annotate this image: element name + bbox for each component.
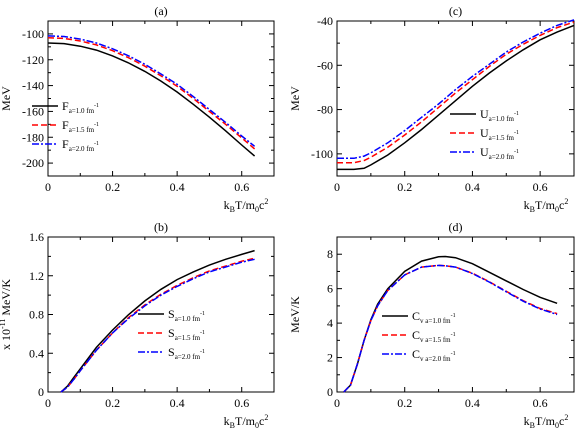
panel-a-ytick-label: -100 bbox=[22, 27, 44, 41]
panel-a-ytick-label: -140 bbox=[22, 79, 44, 93]
panel-a-xtick-label: 0.2 bbox=[105, 180, 120, 194]
panel-a-series-1-line bbox=[47, 42, 256, 157]
panel-b-title: (b) bbox=[154, 220, 168, 234]
panel-b-ytick-label: 0.8 bbox=[29, 308, 44, 322]
panel-b-ylabel: x 10-11 MeV/K bbox=[0, 279, 13, 350]
panel-c-legend-entry-3: Ua=2.0 fm-1 bbox=[480, 145, 519, 161]
panel-a-xtick-label: 0.4 bbox=[170, 180, 185, 194]
panel-d-legend-entry-1: Cv a=1.0 fm-1 bbox=[412, 309, 456, 325]
panel-a-ytick-label: -200 bbox=[22, 156, 44, 170]
panel-b-xtick-label: 0.6 bbox=[234, 396, 249, 410]
panel-c-series-1-line bbox=[337, 24, 575, 171]
panel-c-title: (c) bbox=[449, 4, 462, 18]
panel-a-ytick-label: -120 bbox=[22, 53, 44, 67]
panel-a-xtick-label: 0 bbox=[45, 180, 51, 194]
panel-b-xtick-label: 0 bbox=[45, 396, 51, 410]
panel-d-series-2-line bbox=[343, 264, 558, 393]
panel-a-xtick-label: 0.6 bbox=[234, 180, 249, 194]
panel-b-ytick-label: 0.4 bbox=[29, 346, 44, 360]
panel-d-xtick-label: 0.2 bbox=[397, 396, 412, 410]
panel-b-ytick-label: 1.2 bbox=[29, 269, 44, 283]
panel-b-legend-entry-3: Sa=2.0 fm-1 bbox=[168, 345, 205, 361]
panel-c-xtick-label: 0.2 bbox=[397, 180, 412, 194]
panel-d-ytick-label: 8 bbox=[327, 247, 333, 261]
panel-c-ytick-label: -80 bbox=[317, 103, 333, 117]
panel-c-xlabel: kBT/m0c2 bbox=[524, 197, 569, 214]
panel-b-series-2-line bbox=[60, 257, 255, 393]
panel-c-ylabel: MeV bbox=[288, 86, 302, 111]
panel-a-legend-entry-3: Fa=2.0 fm-1 bbox=[62, 137, 99, 153]
panel-b-series-1-line bbox=[60, 249, 255, 393]
panel-a-ytick-label: -160 bbox=[22, 104, 44, 118]
panel-d-legend-entry-2: Cv a=1.5 fm-1 bbox=[412, 328, 456, 344]
panel-b-xtick-label: 0.4 bbox=[170, 396, 185, 410]
panel-c-ytick-label: -100 bbox=[311, 147, 333, 161]
panel-c-xtick-label: 0.4 bbox=[465, 180, 480, 194]
panel-b-series-3-line bbox=[60, 258, 255, 393]
panel-a-xlabel: kBT/m0c2 bbox=[224, 197, 269, 214]
panel-b-xtick-label: 0.2 bbox=[105, 396, 120, 410]
panel-d-ytick-label: 6 bbox=[327, 282, 333, 296]
panel-a-title: (a) bbox=[154, 4, 167, 18]
panel-d-title: (d) bbox=[449, 220, 463, 234]
panel-a-ytick-label: -180 bbox=[22, 130, 44, 144]
panel-b-legend-entry-2: Sa=1.5 fm-1 bbox=[168, 326, 205, 342]
panel-d-xtick-label: 0.6 bbox=[533, 396, 548, 410]
panel-d-ylabel: MeV/K bbox=[288, 296, 302, 333]
panel-d-ytick-label: 0 bbox=[327, 385, 333, 399]
panel-b-legend-entry-1: Sa=1.0 fm-1 bbox=[168, 307, 205, 323]
panel-d-frame bbox=[336, 236, 575, 393]
panel-c-frame bbox=[336, 20, 575, 177]
panel-c-series-3-line bbox=[337, 19, 575, 160]
panel-c-series-2-line bbox=[337, 21, 575, 164]
panel-c-ytick-label: -60 bbox=[317, 58, 333, 72]
panel-c-xtick-label: 0 bbox=[334, 180, 340, 194]
panel-a-series-3-line bbox=[47, 35, 256, 147]
panel-a-legend-entry-1: Fa=1.0 fm-1 bbox=[62, 99, 99, 115]
panel-d-xlabel: kBT/m0c2 bbox=[524, 413, 569, 430]
panel-c-legend-entry-1: Ua=1.0 fm-1 bbox=[480, 107, 519, 123]
panel-b-xlabel: kBT/m0c2 bbox=[224, 413, 269, 430]
panel-b-ytick-label: 0 bbox=[38, 385, 44, 399]
panel-d-legend-entry-3: Cv a=2.0 fm-1 bbox=[412, 347, 456, 363]
panel-c-ytick-label: -40 bbox=[317, 14, 333, 28]
panel-d-xtick-label: 0 bbox=[334, 396, 340, 410]
panel-c-xtick-label: 0.6 bbox=[533, 180, 548, 194]
panel-c-legend-entry-2: Ua=1.5 fm-1 bbox=[480, 126, 519, 142]
panel-a-legend-entry-2: Fa=1.5 fm-1 bbox=[62, 118, 99, 134]
panel-d-series-3-line bbox=[343, 264, 558, 393]
panel-a-series-2-line bbox=[47, 37, 256, 150]
panel-b-ytick-label: 1.6 bbox=[29, 230, 44, 244]
panel-a-ylabel: MeV bbox=[0, 86, 13, 111]
panel-d-ytick-label: 4 bbox=[327, 316, 333, 330]
panel-d-ytick-label: 2 bbox=[327, 351, 333, 365]
panel-d-xtick-label: 0.4 bbox=[465, 396, 480, 410]
